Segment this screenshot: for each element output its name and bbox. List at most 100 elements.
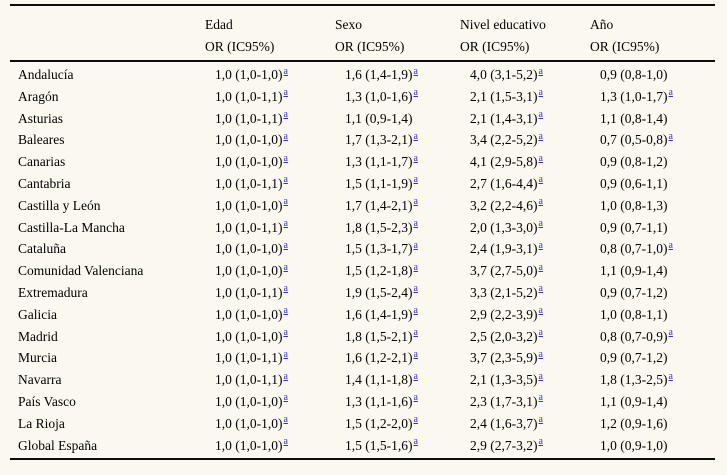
footnote-a-link[interactable]: a	[283, 196, 288, 208]
footnote-a-link[interactable]: a	[283, 283, 288, 295]
footnote-a-link[interactable]: a	[538, 305, 543, 317]
footnote-a-link[interactable]: a	[283, 239, 288, 251]
footnote-a-link[interactable]: a	[413, 196, 418, 208]
footnote-a-link[interactable]: a	[668, 239, 673, 251]
or-value-cell: 1,0 (1,0-1,0)a	[205, 391, 335, 413]
region-name: Andalucía	[18, 67, 74, 82]
footnote-a-link[interactable]: a	[538, 414, 543, 426]
or-value-cell: 1,0 (1,0-1,0)a	[205, 129, 335, 151]
or-value-cell: 4,1 (2,9-5,8)a	[460, 151, 590, 173]
table-row: Cataluña 1,0 (1,0-1,0)a 1,5 (1,3-1,7)a 2,4 …	[10, 238, 715, 260]
footnote-a-link[interactable]: a	[283, 348, 288, 360]
or-value-cell: 1,4 (1,1-1,8)a	[335, 369, 460, 391]
footnote-a-link[interactable]: a	[283, 305, 288, 317]
footnote-a-link[interactable]: a	[413, 305, 418, 317]
footnote-a-link[interactable]: a	[538, 174, 543, 186]
footnote-a-link[interactable]: a	[413, 130, 418, 142]
footnote-a-link[interactable]: a	[283, 130, 288, 142]
footnote-a-link[interactable]: a	[538, 370, 543, 382]
footnote-a-link[interactable]: a	[283, 436, 288, 448]
footnote-a-link[interactable]: a	[413, 348, 418, 360]
footnote-a-link[interactable]: a	[413, 174, 418, 186]
or-value: 1,5 (1,5-1,6)	[345, 437, 413, 453]
footnote-a-link[interactable]: a	[538, 348, 543, 360]
footnote-a-link[interactable]: a	[413, 152, 418, 164]
footnote-a-link[interactable]: a	[538, 239, 543, 251]
footnote-a-link[interactable]: a	[538, 261, 543, 273]
or-value-cell: 0,8 (0,7-1,0)a	[590, 238, 715, 260]
or-value-cell: 0,9 (0,7-1,1)	[590, 217, 715, 239]
footnote-a-link[interactable]: a	[283, 174, 288, 186]
footnote-a-link[interactable]: a	[538, 436, 543, 448]
or-value-cell: 1,5 (1,3-1,7)a	[335, 238, 460, 260]
or-value: 2,9 (2,2-3,9)	[470, 306, 538, 322]
footnote-a-link[interactable]: a	[538, 152, 543, 164]
footnote-a-link[interactable]: a	[283, 370, 288, 382]
footnote-a-link[interactable]: a	[538, 196, 543, 208]
region-name: Navarra	[18, 372, 62, 388]
footnote-a-link[interactable]: a	[413, 370, 418, 382]
or-value-cell: 1,8 (1,3-2,5)a	[590, 369, 715, 391]
footnote-a-link[interactable]: a	[668, 130, 673, 142]
or-value-cell: 0,9 (0,7-1,2)	[590, 347, 715, 369]
or-value: 3,7 (2,3-5,9)	[470, 350, 538, 366]
subheader-or-ic-nivel: OR (IC95%)	[460, 39, 530, 54]
footnote-a-link[interactable]: a	[283, 65, 288, 77]
or-value-cell: 1,0 (1,0-1,0)a	[205, 413, 335, 435]
footnote-a-link[interactable]: a	[413, 87, 418, 99]
or-value: 1,5 (1,2-1,8)	[345, 263, 413, 279]
or-value: 1,5 (1,1-1,9)	[345, 175, 413, 191]
footnote-a-link[interactable]: a	[413, 218, 418, 230]
or-value: 1,8 (1,3-2,5)	[600, 372, 668, 388]
footnote-a-link[interactable]: a	[283, 218, 288, 230]
or-value: 1,0 (1,0-1,0)	[215, 263, 283, 279]
footnote-a-link[interactable]: a	[413, 283, 418, 295]
or-value-cell: 1,0 (1,0-1,1)a	[205, 282, 335, 304]
footnote-a-link[interactable]: a	[538, 87, 543, 99]
footnote-a-link[interactable]: a	[413, 327, 418, 339]
or-value-cell: 1,0 (1,0-1,0)a	[205, 61, 335, 86]
region-column-header	[10, 5, 205, 36]
footnote-a-link[interactable]: a	[413, 436, 418, 448]
footnote-a-link[interactable]: a	[283, 152, 288, 164]
region-name: Murcia	[18, 350, 57, 366]
footnote-a-link[interactable]: a	[668, 327, 673, 339]
footnote-a-link[interactable]: a	[283, 392, 288, 404]
footnote-a-link[interactable]: a	[668, 87, 673, 99]
footnote-a-link[interactable]: a	[283, 261, 288, 273]
or-value-cell: 2,3 (1,7-3,1)a	[460, 391, 590, 413]
or-value: 0,9 (0,6-1,1)	[600, 175, 668, 191]
footnote-a-link[interactable]: a	[283, 109, 288, 121]
footnote-a-link[interactable]: a	[283, 87, 288, 99]
subheader-or-ic-edad: OR (IC95%)	[205, 39, 275, 54]
table-body: Andalucía 1,0 (1,0-1,0)a 1,6 (1,4-1,9)a 4,0…	[10, 61, 715, 459]
or-value: 4,0 (3,1-5,2)	[470, 67, 538, 82]
or-value: 0,8 (0,7-0,9)	[600, 328, 668, 344]
or-value: 2,1 (1,3-3,5)	[470, 372, 538, 388]
or-value: 1,8 (1,5-2,3)	[345, 219, 413, 235]
or-value: 1,0 (1,0-1,1)	[215, 110, 283, 126]
footnote-a-link[interactable]: a	[538, 218, 543, 230]
footnote-a-link[interactable]: a	[283, 414, 288, 426]
footnote-a-link[interactable]: a	[413, 261, 418, 273]
footnote-a-link[interactable]: a	[538, 327, 543, 339]
footnote-a-link[interactable]: a	[538, 130, 543, 142]
footnote-a-link[interactable]: a	[413, 414, 418, 426]
footnote-a-link[interactable]: a	[283, 327, 288, 339]
region-name: Canarias	[18, 154, 66, 170]
or-value-cell: 1,1 (0,9-1,4)	[590, 260, 715, 282]
or-value: 1,0 (1,0-1,0)	[215, 241, 283, 257]
or-value-cell: 1,0 (0,9-1,0)	[590, 435, 715, 460]
footnote-a-link[interactable]: a	[668, 370, 673, 382]
footnote-a-link[interactable]: a	[413, 239, 418, 251]
footnote-a-link[interactable]: a	[538, 109, 543, 121]
footnote-a-link[interactable]: a	[538, 392, 543, 404]
footnote-a-link[interactable]: a	[413, 392, 418, 404]
or-value: 3,7 (2,7-5,0)	[470, 263, 538, 279]
footnote-a-link[interactable]: a	[538, 283, 543, 295]
or-value-cell: 4,0 (3,1-5,2)a	[460, 61, 590, 86]
or-value: 2,3 (1,7-3,1)	[470, 393, 538, 409]
or-value-cell: 2,1 (1,4-3,1)a	[460, 108, 590, 130]
footnote-a-link[interactable]: a	[413, 65, 418, 77]
footnote-a-link[interactable]: a	[538, 65, 543, 77]
